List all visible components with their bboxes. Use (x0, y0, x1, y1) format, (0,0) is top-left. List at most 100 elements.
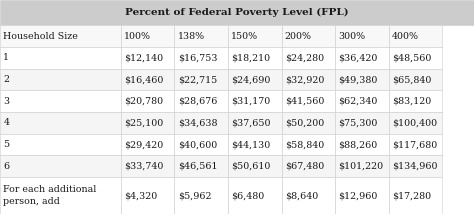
Bar (389, 177, 442, 214)
Bar (389, 69, 442, 91)
Bar (335, 177, 389, 214)
Text: $67,480: $67,480 (285, 162, 324, 171)
Bar (389, 25, 442, 47)
Bar (174, 134, 228, 155)
Text: $48,560: $48,560 (392, 54, 431, 62)
Bar (389, 47, 442, 69)
Bar (228, 47, 282, 69)
Bar (335, 47, 389, 69)
Bar (335, 155, 389, 177)
Bar (335, 25, 389, 47)
Text: $62,340: $62,340 (338, 97, 378, 106)
Text: 200%: 200% (285, 32, 312, 41)
Bar (228, 69, 282, 91)
Bar (335, 69, 389, 91)
Text: $4,320: $4,320 (124, 191, 157, 200)
Bar (121, 91, 174, 112)
Text: 4: 4 (3, 118, 9, 127)
Bar (282, 25, 335, 47)
Bar (174, 47, 228, 69)
Bar (121, 155, 174, 177)
Text: $16,753: $16,753 (178, 54, 217, 62)
Text: $5,962: $5,962 (178, 191, 211, 200)
Bar (121, 177, 174, 214)
Bar (0, 91, 121, 112)
Text: $32,920: $32,920 (285, 75, 324, 84)
Text: 150%: 150% (231, 32, 258, 41)
Text: 1: 1 (3, 54, 9, 62)
Text: $24,280: $24,280 (285, 54, 324, 62)
Text: $58,840: $58,840 (285, 140, 324, 149)
Text: $41,560: $41,560 (285, 97, 324, 106)
Text: $20,780: $20,780 (124, 97, 164, 106)
Bar (282, 47, 335, 69)
Text: 100%: 100% (124, 32, 151, 41)
Bar (335, 91, 389, 112)
Text: $101,220: $101,220 (338, 162, 383, 171)
Bar (228, 134, 282, 155)
Text: $50,610: $50,610 (231, 162, 271, 171)
Bar (228, 91, 282, 112)
Bar (389, 91, 442, 112)
Bar (121, 25, 174, 47)
Bar (121, 134, 174, 155)
Bar (0, 0, 474, 25)
Text: $75,300: $75,300 (338, 118, 378, 127)
Text: $65,840: $65,840 (392, 75, 431, 84)
Text: 5: 5 (3, 140, 9, 149)
Bar (228, 155, 282, 177)
Bar (174, 91, 228, 112)
Text: $33,740: $33,740 (124, 162, 164, 171)
Text: $37,650: $37,650 (231, 118, 271, 127)
Bar (0, 69, 121, 91)
Bar (121, 112, 174, 134)
Bar (174, 112, 228, 134)
Text: $22,715: $22,715 (178, 75, 217, 84)
Text: 3: 3 (3, 97, 9, 106)
Text: $29,420: $29,420 (124, 140, 164, 149)
Bar (174, 177, 228, 214)
Text: $31,170: $31,170 (231, 97, 271, 106)
Bar (389, 112, 442, 134)
Text: $8,640: $8,640 (285, 191, 318, 200)
Text: 6: 6 (3, 162, 9, 171)
Text: $49,380: $49,380 (338, 75, 378, 84)
Text: 2: 2 (3, 75, 9, 84)
Text: $24,690: $24,690 (231, 75, 271, 84)
Bar (0, 134, 121, 155)
Text: $17,280: $17,280 (392, 191, 431, 200)
Bar (282, 155, 335, 177)
Text: Household Size: Household Size (3, 32, 78, 41)
Bar (0, 47, 121, 69)
Text: For each additional
person, add: For each additional person, add (3, 186, 97, 206)
Text: $18,210: $18,210 (231, 54, 271, 62)
Bar (121, 47, 174, 69)
Bar (282, 134, 335, 155)
Text: $100,400: $100,400 (392, 118, 437, 127)
Bar (0, 155, 121, 177)
Text: $12,140: $12,140 (124, 54, 164, 62)
Text: $40,600: $40,600 (178, 140, 217, 149)
Text: $88,260: $88,260 (338, 140, 378, 149)
Bar (335, 112, 389, 134)
Text: $12,960: $12,960 (338, 191, 378, 200)
Bar (0, 112, 121, 134)
Text: $16,460: $16,460 (124, 75, 164, 84)
Text: Percent of Federal Poverty Level (FPL): Percent of Federal Poverty Level (FPL) (125, 8, 349, 17)
Text: $44,130: $44,130 (231, 140, 271, 149)
Bar (282, 112, 335, 134)
Text: $83,120: $83,120 (392, 97, 431, 106)
Bar (389, 155, 442, 177)
Text: $134,960: $134,960 (392, 162, 438, 171)
Text: $34,638: $34,638 (178, 118, 217, 127)
Bar (228, 112, 282, 134)
Text: $6,480: $6,480 (231, 191, 264, 200)
Text: $36,420: $36,420 (338, 54, 378, 62)
Bar (282, 177, 335, 214)
Bar (389, 134, 442, 155)
Text: $28,676: $28,676 (178, 97, 217, 106)
Text: $117,680: $117,680 (392, 140, 437, 149)
Bar (282, 69, 335, 91)
Text: $46,561: $46,561 (178, 162, 217, 171)
Bar (228, 177, 282, 214)
